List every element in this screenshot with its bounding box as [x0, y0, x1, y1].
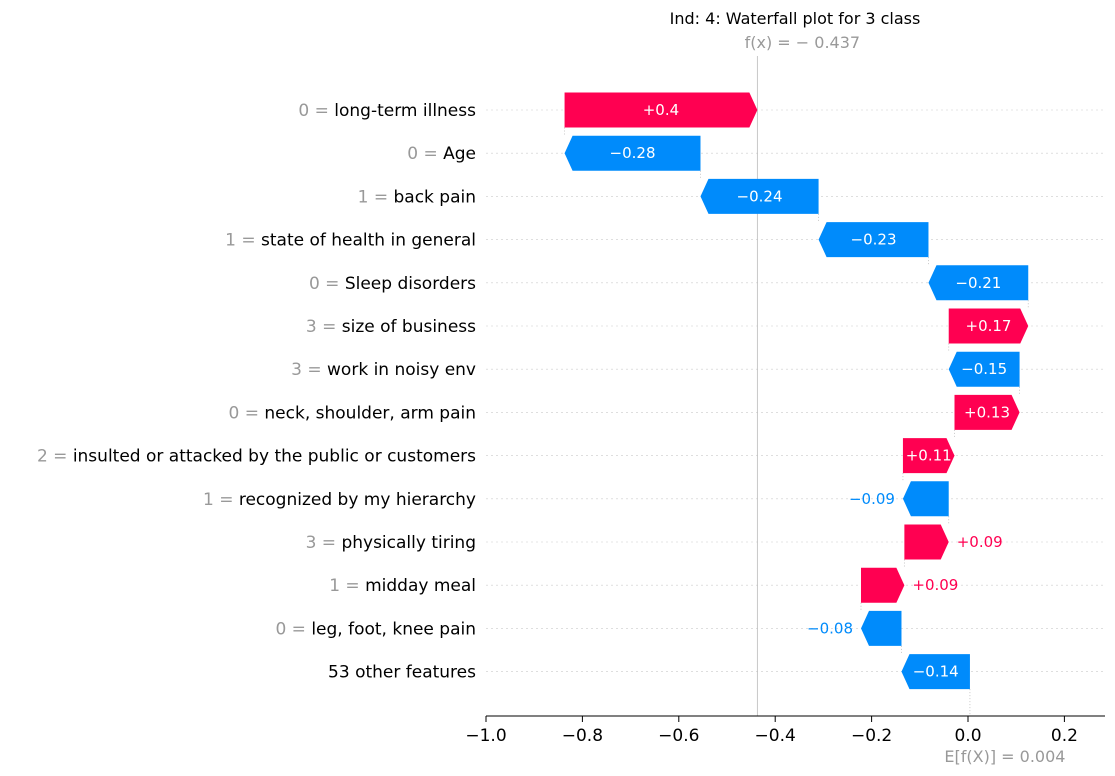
expected-value-label: E[f(X)] = 0.004: [944, 747, 1065, 766]
bar-value-label: −0.24: [737, 187, 783, 205]
bar-value-label: −0.09: [849, 490, 895, 508]
feature-value: 0 =: [229, 403, 265, 423]
bar: [901, 654, 970, 690]
feature-name: physically tiring: [341, 533, 476, 553]
feature-name: recognized by my hierarchy: [239, 490, 476, 510]
feature-label: 1 = midday meal: [329, 576, 476, 596]
x-tick-label: 0.0: [954, 726, 981, 746]
bar-value-label: +0.13: [964, 403, 1010, 421]
feature-name: 53 other features: [328, 663, 476, 683]
feature-label: 3 = size of business: [306, 317, 476, 337]
bar: [948, 308, 1029, 344]
feature-label: 3 = physically tiring: [306, 533, 476, 553]
feature-label: 2 = insulted or attacked by the public o…: [37, 447, 476, 467]
x-tick-label: −0.8: [562, 726, 603, 746]
x-tick-label: −0.6: [658, 726, 699, 746]
bar: [564, 135, 701, 171]
bar-connectors: [564, 127, 1029, 655]
feature-label: 0 = neck, shoulder, arm pain: [229, 403, 476, 423]
bar: [860, 610, 902, 646]
bar: [564, 92, 758, 128]
bar-value-label: −0.28: [610, 144, 656, 162]
bar: [954, 394, 1020, 430]
feature-name: neck, shoulder, arm pain: [264, 403, 476, 423]
feature-name: back pain: [393, 187, 476, 207]
feature-value: 3 =: [291, 360, 327, 380]
x-tick-label: 0.2: [1051, 726, 1078, 746]
feature-label: 53 other features: [328, 663, 476, 683]
bar-value-label: +0.09: [912, 576, 958, 594]
feature-value: 3 =: [306, 533, 342, 553]
feature-value: 0 =: [275, 619, 311, 639]
bar-value-label: +0.17: [966, 317, 1012, 335]
feature-label: 1 = back pain: [358, 187, 476, 207]
bar-value-label: +0.11: [906, 447, 952, 465]
feature-label: 3 = work in noisy env: [291, 360, 476, 380]
feature-name: work in noisy env: [327, 360, 476, 380]
feature-label: 0 = Age: [407, 144, 476, 164]
bar: [700, 178, 819, 214]
fx-label-text: f(x) = − 0.437: [745, 33, 860, 52]
feature-name: leg, foot, knee pain: [311, 619, 476, 639]
feature-value: 0 =: [407, 144, 443, 164]
bar: [902, 481, 949, 517]
bar-value-label: −0.14: [913, 663, 959, 681]
feature-name: insulted or attacked by the public or cu…: [73, 447, 476, 467]
feature-name: long-term illness: [334, 101, 476, 121]
feature-label: 0 = long-term illness: [298, 101, 476, 121]
bar: [948, 351, 1020, 387]
x-tick-label: −1.0: [465, 726, 506, 746]
x-axis: −1.0 −0.8 −0.6 −0.4 −0.2 0.0 0.2: [465, 715, 1105, 746]
bar-value-label: +0.09: [957, 533, 1003, 551]
bar-value-label: −0.23: [851, 231, 897, 249]
x-tick-label: −0.2: [851, 726, 892, 746]
x-tick-label: −0.4: [755, 726, 796, 746]
bar-value-label: −0.08: [807, 619, 853, 637]
feature-value: 2 =: [37, 447, 73, 467]
bar: [904, 524, 949, 560]
feature-name: Sleep disorders: [345, 274, 476, 294]
feature-label: 1 = recognized by my hierarchy: [203, 490, 476, 510]
feature-label: 1 = state of health in general: [225, 231, 476, 251]
bar-value-label: +0.4: [643, 101, 679, 119]
bar: [928, 265, 1029, 301]
bar-value-label: −0.15: [961, 360, 1007, 378]
feature-name: Age: [443, 144, 476, 164]
feature-label: 0 = leg, foot, knee pain: [275, 619, 476, 639]
feature-value: 1 =: [358, 187, 394, 207]
bars-group: +0.4 −0.28 −0.24 −0.23 −0.21 +0.17 −0.15 +0.13 +…: [564, 92, 1029, 690]
feature-name: state of health in general: [261, 231, 476, 251]
bar: [818, 222, 929, 258]
feature-value: 0 =: [309, 274, 345, 294]
chart-title: Ind: 4: Waterfall plot for 3 class: [670, 9, 921, 28]
feature-value: 3 =: [306, 317, 342, 337]
bar-value-label: −0.21: [955, 274, 1001, 292]
feature-value: 1 =: [203, 490, 239, 510]
bar: [860, 567, 905, 603]
fx-label: f(x) = − 0.437: [745, 33, 860, 52]
feature-name: size of business: [342, 317, 476, 337]
feature-name: midday meal: [365, 576, 476, 596]
expected-value-label-text: E[f(X)] = 0.004: [944, 747, 1065, 766]
feature-value: 0 =: [298, 101, 334, 121]
bar: [902, 438, 955, 474]
feature-value: 1 =: [329, 576, 365, 596]
feature-label: 0 = Sleep disorders: [309, 274, 476, 294]
feature-value: 1 =: [225, 231, 261, 251]
